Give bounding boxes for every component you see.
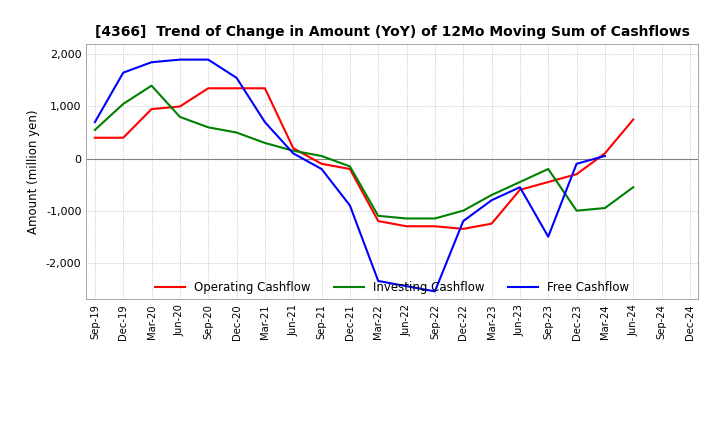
Investing Cashflow: [233, 130, 241, 135]
Investing Cashflow: [91, 127, 99, 132]
Free Cashflow: [233, 75, 241, 81]
Free Cashflow: [119, 70, 127, 75]
Free Cashflow: [459, 218, 467, 224]
Investing Cashflow: [572, 208, 581, 213]
Investing Cashflow: [487, 192, 496, 198]
Free Cashflow: [91, 120, 99, 125]
Investing Cashflow: [459, 208, 467, 213]
Operating Cashflow: [431, 224, 439, 229]
Operating Cashflow: [204, 86, 212, 91]
Title: [4366]  Trend of Change in Amount (YoY) of 12Mo Moving Sum of Cashflows: [4366] Trend of Change in Amount (YoY) o…: [95, 25, 690, 39]
Operating Cashflow: [176, 104, 184, 109]
Free Cashflow: [600, 153, 609, 158]
Operating Cashflow: [119, 135, 127, 140]
Investing Cashflow: [289, 148, 297, 154]
Operating Cashflow: [459, 226, 467, 231]
Free Cashflow: [402, 283, 411, 289]
Operating Cashflow: [402, 224, 411, 229]
Free Cashflow: [176, 57, 184, 62]
Line: Investing Cashflow: Investing Cashflow: [95, 86, 633, 219]
Free Cashflow: [572, 161, 581, 166]
Free Cashflow: [487, 198, 496, 203]
Operating Cashflow: [487, 221, 496, 226]
Operating Cashflow: [318, 161, 326, 166]
Investing Cashflow: [544, 166, 552, 172]
Free Cashflow: [148, 59, 156, 65]
Operating Cashflow: [516, 187, 524, 192]
Free Cashflow: [374, 279, 382, 284]
Line: Operating Cashflow: Operating Cashflow: [95, 88, 633, 229]
Operating Cashflow: [544, 180, 552, 185]
Operating Cashflow: [346, 166, 354, 172]
Free Cashflow: [544, 234, 552, 239]
Operating Cashflow: [233, 86, 241, 91]
Legend: Operating Cashflow, Investing Cashflow, Free Cashflow: Operating Cashflow, Investing Cashflow, …: [150, 276, 634, 298]
Free Cashflow: [431, 289, 439, 294]
Operating Cashflow: [261, 86, 269, 91]
Investing Cashflow: [516, 180, 524, 185]
Free Cashflow: [346, 203, 354, 208]
Y-axis label: Amount (million yen): Amount (million yen): [27, 110, 40, 234]
Operating Cashflow: [629, 117, 637, 122]
Operating Cashflow: [600, 151, 609, 156]
Investing Cashflow: [600, 205, 609, 211]
Investing Cashflow: [119, 101, 127, 106]
Investing Cashflow: [346, 164, 354, 169]
Operating Cashflow: [374, 218, 382, 224]
Operating Cashflow: [289, 146, 297, 151]
Free Cashflow: [318, 166, 326, 172]
Investing Cashflow: [431, 216, 439, 221]
Investing Cashflow: [374, 213, 382, 219]
Operating Cashflow: [91, 135, 99, 140]
Free Cashflow: [204, 57, 212, 62]
Free Cashflow: [289, 151, 297, 156]
Free Cashflow: [261, 120, 269, 125]
Investing Cashflow: [148, 83, 156, 88]
Free Cashflow: [516, 185, 524, 190]
Investing Cashflow: [629, 185, 637, 190]
Investing Cashflow: [176, 114, 184, 120]
Investing Cashflow: [204, 125, 212, 130]
Investing Cashflow: [318, 153, 326, 158]
Line: Free Cashflow: Free Cashflow: [95, 60, 605, 291]
Investing Cashflow: [402, 216, 411, 221]
Operating Cashflow: [148, 106, 156, 112]
Investing Cashflow: [261, 140, 269, 146]
Operating Cashflow: [572, 172, 581, 177]
